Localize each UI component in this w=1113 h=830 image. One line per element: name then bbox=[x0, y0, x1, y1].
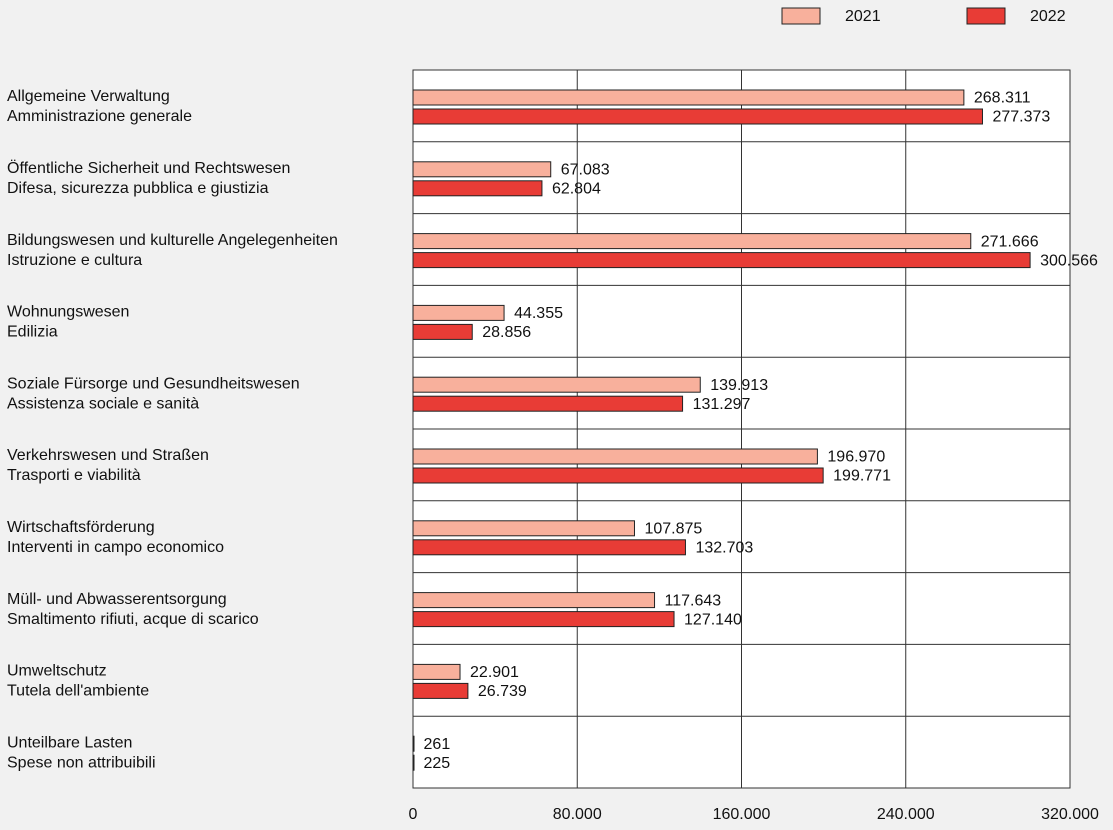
category-label: Öffentliche Sicherheit und Rechtswesen bbox=[7, 159, 290, 177]
bar bbox=[412, 682, 469, 699]
legend-swatch bbox=[781, 7, 821, 25]
bar bbox=[412, 180, 543, 197]
value-label: 139.913 bbox=[710, 377, 768, 394]
category-label: Amministrazione generale bbox=[7, 108, 192, 125]
value-label: 261 bbox=[424, 736, 451, 753]
category-label: Verkehrswesen und Straßen bbox=[7, 447, 209, 464]
x-tick-label: 240.000 bbox=[877, 806, 935, 823]
x-tick-label: 320.000 bbox=[1041, 806, 1099, 823]
value-label: 199.771 bbox=[833, 468, 891, 485]
value-label: 28.856 bbox=[482, 324, 531, 341]
bar bbox=[412, 735, 415, 752]
category-label: Wohnungswesen bbox=[7, 304, 129, 321]
category-label: Bildungswesen und kulturelle Angelegenhe… bbox=[7, 232, 338, 249]
bar bbox=[412, 448, 818, 465]
bar bbox=[412, 233, 972, 250]
bar bbox=[412, 161, 552, 178]
value-label: 132.703 bbox=[695, 540, 753, 557]
x-tick-label: 160.000 bbox=[713, 806, 771, 823]
category-label: Spese non attribuibili bbox=[7, 754, 156, 771]
value-label: 22.901 bbox=[470, 664, 519, 681]
legend-label: 2021 bbox=[845, 8, 881, 25]
category-label: Interventi in campo economico bbox=[7, 539, 224, 556]
value-label: 67.083 bbox=[561, 162, 610, 179]
value-label: 300.566 bbox=[1040, 252, 1098, 269]
category-label: Unteilbare Lasten bbox=[7, 734, 132, 751]
category-label: Soziale Fürsorge und Gesundheitswesen bbox=[7, 375, 300, 392]
bar bbox=[412, 89, 965, 106]
bar bbox=[412, 395, 684, 412]
bar bbox=[412, 539, 686, 556]
bar bbox=[412, 304, 505, 321]
bar bbox=[412, 592, 656, 609]
category-label: Assistenza sociale e sanità bbox=[7, 395, 199, 412]
bar bbox=[412, 376, 701, 393]
category-label: Tutela dell'ambiente bbox=[7, 683, 149, 700]
category-label: Umweltschutz bbox=[7, 663, 107, 680]
value-label: 62.804 bbox=[552, 181, 601, 198]
value-label: 268.311 bbox=[974, 90, 1031, 107]
legend-label: 2022 bbox=[1030, 8, 1066, 25]
category-label: Wirtschaftsförderung bbox=[7, 519, 155, 536]
value-label: 131.297 bbox=[693, 396, 751, 413]
category-label: Trasporti e viabilità bbox=[7, 467, 141, 484]
category-label: Difesa, sicurezza pubblica e giustizia bbox=[7, 180, 269, 197]
category-label: Müll- und Abwasserentsorgung bbox=[7, 591, 227, 608]
category-label: Istruzione e cultura bbox=[7, 252, 142, 269]
x-tick-label: 0 bbox=[409, 806, 418, 823]
category-label: Smaltimento rifiuti, acque di scarico bbox=[7, 611, 259, 628]
value-label: 26.739 bbox=[478, 683, 527, 700]
value-label: 196.970 bbox=[827, 449, 885, 466]
value-label: 107.875 bbox=[644, 521, 702, 538]
value-label: 277.373 bbox=[992, 109, 1050, 126]
bar bbox=[412, 663, 461, 680]
category-label: Allgemeine Verwaltung bbox=[7, 88, 170, 105]
bar bbox=[412, 323, 473, 340]
value-label: 271.666 bbox=[981, 233, 1039, 250]
x-tick-label: 80.000 bbox=[553, 806, 602, 823]
legend-swatch bbox=[966, 7, 1006, 25]
value-label: 225 bbox=[423, 755, 450, 772]
bar bbox=[412, 108, 983, 125]
bar bbox=[412, 754, 415, 771]
bar bbox=[412, 520, 635, 537]
bar bbox=[412, 252, 1031, 269]
bar bbox=[412, 611, 675, 628]
value-label: 44.355 bbox=[514, 305, 563, 322]
category-label: Edilizia bbox=[7, 324, 58, 341]
bar bbox=[412, 467, 824, 484]
value-label: 127.140 bbox=[684, 611, 742, 628]
value-label: 117.643 bbox=[665, 592, 722, 609]
